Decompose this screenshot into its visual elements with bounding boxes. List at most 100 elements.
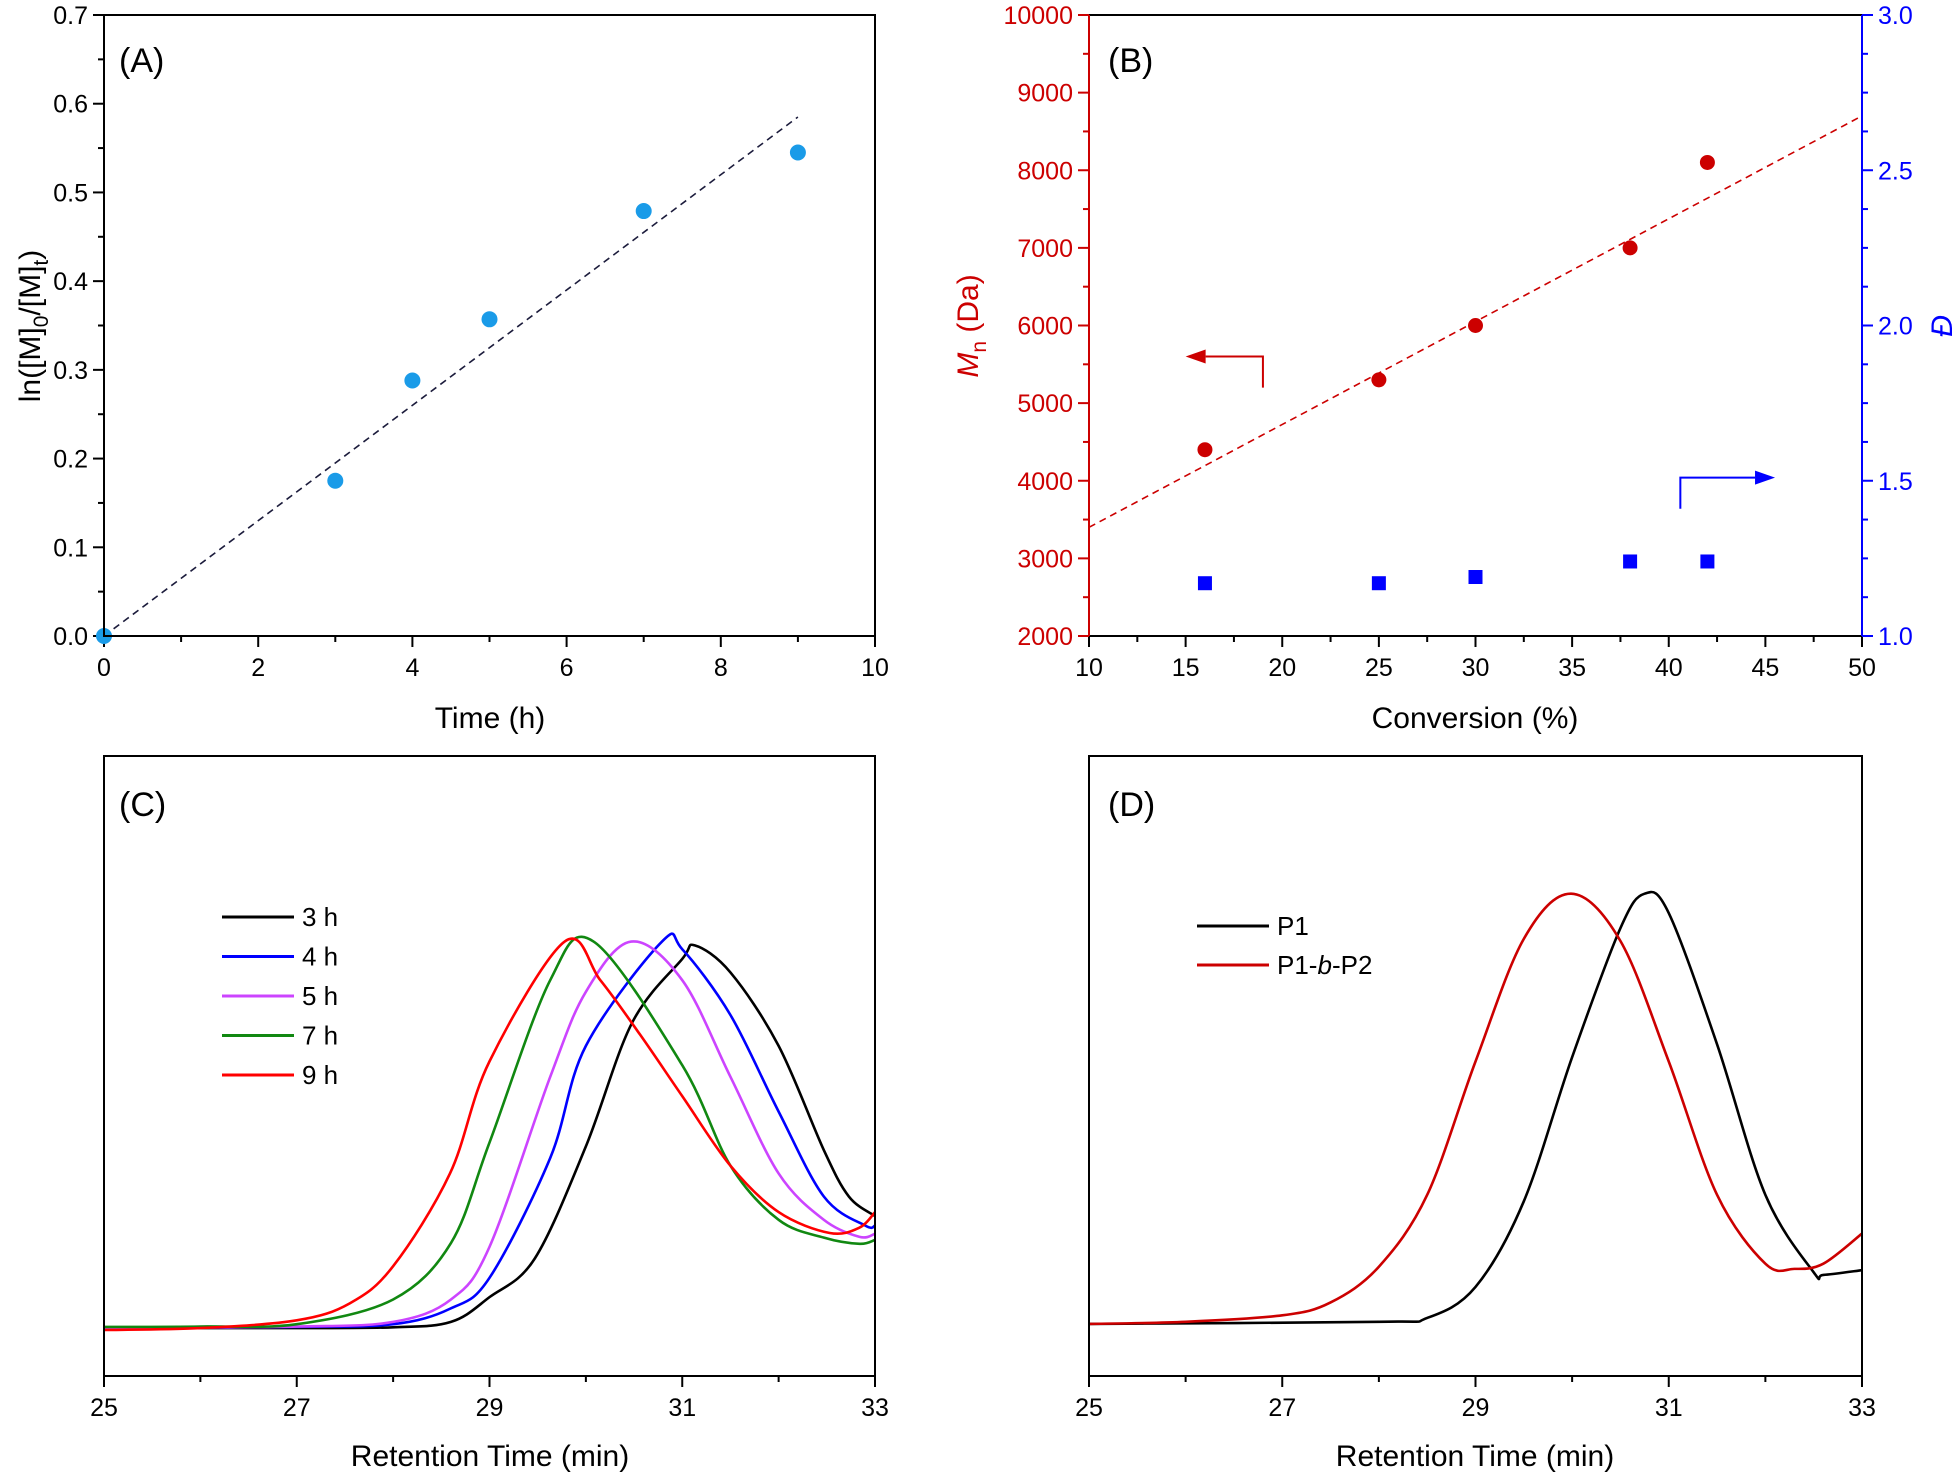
panel-b-left-y-tick-label: 4000 <box>1017 468 1073 496</box>
panel-c-legend-label: 4 h <box>302 942 338 972</box>
panel-a-data-point <box>635 203 652 220</box>
panel-b-x-axis-label: Conversion (%) <box>1372 702 1579 735</box>
panel-a-fit-line <box>103 116 799 637</box>
panel-a-y-tick-label: 0.3 <box>53 357 88 385</box>
panel-c-series-line <box>103 943 876 1330</box>
panel-b-x-tick-label: 35 <box>1558 654 1586 682</box>
panel-b-left-y-tick-label: 5000 <box>1017 390 1073 418</box>
panel-b-left-y-tick-label: 6000 <box>1017 313 1073 341</box>
panel-d-x-tick-label: 25 <box>1075 1394 1103 1422</box>
panel-c-x-tick-label: 27 <box>283 1394 311 1422</box>
panel-b-mn-data-point <box>1468 318 1483 333</box>
panel-b-x-tick-label: 20 <box>1268 654 1296 682</box>
panel-d-x-tick-label: 33 <box>1848 1394 1876 1422</box>
panel-d: (D) Retention Time (min) 25 27 29 31 33 P1 P1-… <box>1075 755 1876 1473</box>
panel-b-dispersity-data-point <box>1700 554 1715 569</box>
panel-b-mn-data-point <box>1371 372 1387 388</box>
panel-b-mn-data-point <box>1699 154 1715 170</box>
panel-c-series-line <box>103 932 876 1330</box>
panel-a-x-axis-label: Time (h) <box>435 702 546 735</box>
panel-b-left-y-tick-label: 9000 <box>1017 80 1073 108</box>
panel-a-x-tick-label: 2 <box>251 654 265 682</box>
panel-c-series-line <box>103 940 876 1330</box>
panel-d-x-tick-label: 29 <box>1462 1394 1490 1422</box>
panel-a: (A) Time (h) ln([M]0/[M]t) 0 2 4 6 8 10 0.0 0.1… <box>14 2 889 735</box>
panel-a-label: (A) <box>119 42 164 80</box>
panel-d-label: (D) <box>1108 786 1155 824</box>
panel-d-x-axis-label: Retention Time (min) <box>1336 1440 1614 1473</box>
panel-b-left-y-tick-label: 10000 <box>1003 2 1073 30</box>
panel-b-right-y-tick-label: 3.0 <box>1878 2 1913 30</box>
panel-b-dispersity-data-point <box>1468 570 1483 585</box>
panel-a-data-point <box>481 311 498 328</box>
panel-c-x-tick-label: 25 <box>90 1394 118 1422</box>
panel-b-x-tick-label: 25 <box>1365 654 1393 682</box>
panel-a-y-tick-label: 0.7 <box>53 2 88 30</box>
panel-a-plot-frame <box>103 14 876 637</box>
panel-b-x-tick-label: 10 <box>1075 654 1103 682</box>
panel-d-legend-label: P1 <box>1277 911 1309 941</box>
panel-c-legend-label: 3 h <box>302 902 338 932</box>
panel-a-data-point <box>327 472 344 489</box>
panel-d-legend-label: P1-b-P2 <box>1277 950 1372 980</box>
panel-c-x-tick-label: 31 <box>668 1394 696 1422</box>
panel-a-y-tick-label: 0.6 <box>53 91 88 119</box>
panel-a-data-point <box>404 372 421 389</box>
panel-b-label: (B) <box>1108 42 1153 80</box>
panel-a-x-tick-label: 10 <box>861 654 889 682</box>
panel-b: (B) Conversion (%) Mn (Da) Đ 10 15 20 25 30 3… <box>952 2 1959 735</box>
panel-c-label: (C) <box>119 786 166 824</box>
panel-b-left-y-tick-label: 3000 <box>1017 545 1073 573</box>
panel-a-y-tick-label: 0.0 <box>53 623 88 651</box>
panel-b-x-tick-label: 30 <box>1462 654 1490 682</box>
panel-d-plot-frame <box>1088 755 1863 1377</box>
panel-b-x-tick-label: 15 <box>1172 654 1200 682</box>
panel-c: (C) Retention Time (min) 25 27 29 31 33 3 h 4 … <box>90 755 889 1473</box>
panel-b-left-y-axis-label: Mn (Da) <box>952 274 991 377</box>
panel-c-legend-label: 5 h <box>302 981 338 1011</box>
panel-b-right-y-tick-label: 2.5 <box>1878 157 1913 185</box>
panel-a-data-point <box>789 144 806 161</box>
panel-b-left-arrow-head-icon <box>1185 349 1206 364</box>
panel-b-mn-data-point <box>1622 240 1638 256</box>
panel-b-dispersity-data-point <box>1197 576 1212 591</box>
panel-c-plot-frame <box>103 755 876 1377</box>
panel-a-x-tick-label: 0 <box>97 654 111 682</box>
panel-a-x-tick-label: 8 <box>714 654 728 682</box>
panel-a-y-tick-label: 0.2 <box>53 446 88 474</box>
panel-b-right-y-axis-label: Đ <box>1926 315 1959 337</box>
panel-c-x-tick-label: 33 <box>861 1394 889 1422</box>
panel-c-x-axis-label: Retention Time (min) <box>351 1440 629 1473</box>
panel-b-dispersity-data-point <box>1623 554 1638 569</box>
panel-a-y-tick-label: 0.1 <box>53 534 88 562</box>
panel-b-right-axis-arrow-line <box>1679 476 1756 509</box>
panel-d-series-line <box>1088 892 1863 1326</box>
panel-a-x-tick-label: 4 <box>405 654 419 682</box>
panel-b-right-y-tick-label: 2.0 <box>1878 313 1913 341</box>
panel-b-right-y-tick-label: 1.0 <box>1878 623 1913 651</box>
panel-b-x-tick-label: 40 <box>1655 654 1683 682</box>
panel-b-dispersity-data-point <box>1371 576 1386 591</box>
panel-c-x-tick-label: 29 <box>476 1394 504 1422</box>
panel-a-y-tick-label: 0.4 <box>53 268 88 296</box>
panel-d-x-tick-label: 27 <box>1268 1394 1296 1422</box>
panel-a-y-tick-label: 0.5 <box>53 179 88 207</box>
panel-b-mn-data-point <box>1197 442 1213 458</box>
panel-b-left-y-tick-label: 8000 <box>1017 157 1073 185</box>
panel-c-series-line <box>103 935 876 1329</box>
panel-a-x-tick-label: 6 <box>560 654 574 682</box>
panel-b-left-axis-arrow-line <box>1205 355 1264 388</box>
panel-d-x-tick-label: 31 <box>1655 1394 1683 1422</box>
panel-b-right-arrow-head-icon <box>1755 470 1776 485</box>
panel-c-legend-label: 9 h <box>302 1060 338 1090</box>
panel-b-x-tick-label: 45 <box>1751 654 1779 682</box>
panel-b-right-y-tick-label: 1.5 <box>1878 468 1913 496</box>
panel-b-left-y-tick-label: 7000 <box>1017 235 1073 263</box>
panel-c-legend-label: 7 h <box>302 1021 338 1051</box>
panel-a-y-axis-label: ln([M]0/[M]t) <box>14 250 53 403</box>
panel-b-x-tick-label: 50 <box>1848 654 1876 682</box>
panel-d-series-line <box>1088 890 1863 1326</box>
panel-b-left-y-tick-label: 2000 <box>1017 623 1073 651</box>
panel-c-series-line <box>103 937 876 1332</box>
